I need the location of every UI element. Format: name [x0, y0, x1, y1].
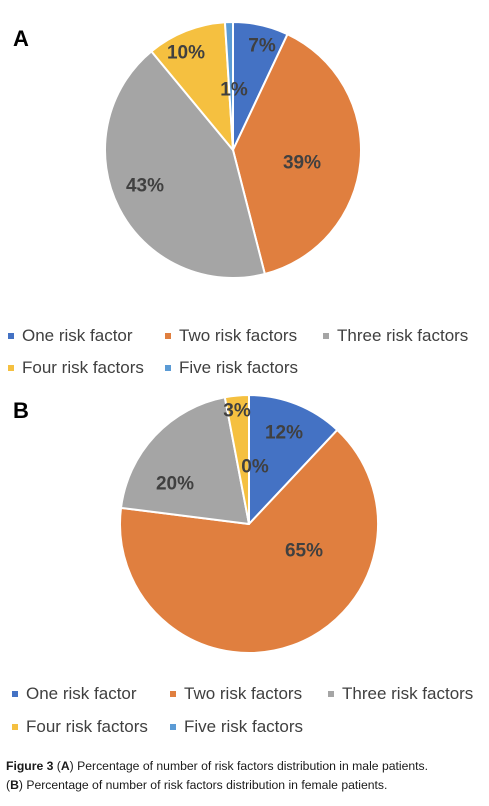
- legend-label: Five risk factors: [184, 717, 304, 736]
- legend-item-five-risk-factors: Five risk factors: [170, 717, 303, 737]
- pie-slice-two-risk-factors: [232, 33, 362, 275]
- caption-figure-label: Figure 3: [6, 759, 54, 773]
- legend-label: Four risk factors: [26, 717, 148, 736]
- legend-label: Three risk factors: [342, 684, 474, 703]
- caption-letter-a: A: [60, 759, 70, 773]
- legend-swatch: [12, 690, 18, 697]
- legend-item-three-risk-factors: Three risk factors: [328, 684, 473, 704]
- pie-chart-b: 12% 65% 20% 3% 0%: [119, 394, 379, 654]
- legend-swatch: [323, 332, 329, 339]
- pie-slice-four-risk-factors: [150, 21, 234, 151]
- legend-item-two-risk-factors: Two risk factors: [165, 326, 297, 346]
- caption-paren-b: (: [6, 778, 11, 792]
- caption-text-b: ) Percentage of number of risk factors d…: [18, 778, 388, 792]
- pie-slice-two-risk-factors: [119, 428, 379, 654]
- data-label-four-risk-factors: 3%: [223, 401, 251, 422]
- caption-paren-a: (: [53, 759, 61, 773]
- legend-label: Three risk factors: [337, 326, 469, 345]
- data-label-four-risk-factors: 10%: [167, 43, 205, 64]
- legend-item-four-risk-factors: Four risk factors: [12, 717, 148, 737]
- panel-label-b: B: [13, 398, 29, 423]
- legend-swatch: [12, 723, 18, 730]
- legend-swatch: [328, 690, 334, 697]
- pie-chart-a: 7% 39% 43% 10% 1%: [104, 21, 362, 279]
- legend-swatch: [8, 364, 14, 371]
- legend-swatch: [170, 690, 176, 697]
- legend-swatch: [165, 332, 171, 339]
- pie-slice-five-risk-factors: [223, 21, 234, 151]
- legend-label: Two risk factors: [179, 326, 298, 345]
- data-label-five-risk-factors: 1%: [220, 80, 248, 101]
- pie-slice-three-risk-factors: [120, 396, 250, 525]
- data-label-five-risk-factors: 0%: [241, 457, 269, 478]
- data-label-one-risk-factor: 7%: [248, 36, 276, 57]
- pie-slice-three-risk-factors: [104, 50, 266, 279]
- caption-letter-b: B: [10, 778, 19, 792]
- legend-swatch: [8, 332, 14, 339]
- legend-label: One risk factor: [26, 684, 137, 703]
- data-label-two-risk-factors: 39%: [283, 153, 321, 174]
- legend-label: One risk factor: [22, 326, 133, 345]
- pie-slice-one-risk-factor: [248, 394, 339, 525]
- caption-text-a: ) Percentage of number of risk factors d…: [69, 759, 429, 773]
- legend-label: Four risk factors: [22, 358, 144, 377]
- legend-swatch: [170, 723, 176, 730]
- legend-label: Five risk factors: [179, 358, 299, 377]
- legend-label: Two risk factors: [184, 684, 303, 703]
- legend-item-three-risk-factors: Three risk factors: [323, 326, 468, 346]
- panel-label-a: A: [13, 26, 29, 51]
- figure-caption: Figure 3 (A) Percentage of number of ris…: [6, 757, 484, 795]
- data-label-two-risk-factors: 65%: [285, 541, 323, 562]
- data-label-three-risk-factors: 43%: [126, 176, 164, 197]
- legend-item-two-risk-factors: Two risk factors: [170, 684, 302, 704]
- data-label-three-risk-factors: 20%: [156, 474, 194, 495]
- legend-item-one-risk-factor: One risk factor: [8, 326, 133, 346]
- legend-item-one-risk-factor: One risk factor: [12, 684, 137, 704]
- legend-item-four-risk-factors: Four risk factors: [8, 358, 144, 378]
- legend-swatch: [165, 364, 171, 371]
- legend-item-five-risk-factors: Five risk factors: [165, 358, 298, 378]
- data-label-one-risk-factor: 12%: [265, 423, 303, 444]
